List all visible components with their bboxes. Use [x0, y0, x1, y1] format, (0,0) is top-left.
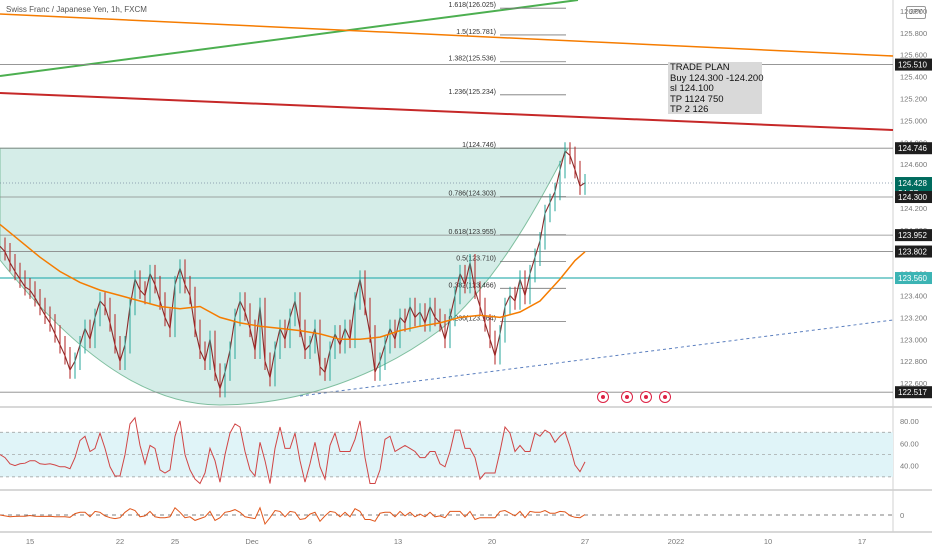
fib-level-label: 1(124.746) — [462, 142, 496, 149]
price-level-tag-label: 125.510 — [898, 61, 927, 70]
time-tick-label: 25 — [171, 537, 179, 546]
price-level-tag-label: 123.802 — [898, 248, 927, 257]
time-tick-label: 13 — [394, 537, 402, 546]
price-tick-label: 123.400 — [900, 292, 927, 301]
price-tick-label: 123.000 — [900, 335, 927, 344]
rsi-line — [0, 416, 586, 485]
time-tick-label: 15 — [26, 537, 34, 546]
trendline-orange — [0, 13, 894, 57]
event-marker-icon[interactable] — [621, 391, 633, 403]
price-level-tag-label: 124.428 — [898, 179, 927, 188]
rsi-tick-label: 80.00 — [900, 417, 919, 426]
moving-average-line — [0, 223, 586, 341]
trade-plan-line: TP 2 126 — [670, 104, 709, 115]
price-tick-label: 125.000 — [900, 116, 927, 125]
oscillator-line — [0, 506, 586, 526]
event-marker-icon[interactable] — [640, 391, 652, 403]
time-tick-label: 17 — [858, 537, 866, 546]
price-level-tag-label: 122.517 — [898, 388, 927, 397]
price-level-tag — [895, 142, 932, 155]
rsi-tick-label: 60.00 — [900, 439, 919, 448]
price-tick-label: 123.200 — [900, 313, 927, 322]
fib-level-label: 1.5(125.781) — [456, 29, 496, 36]
time-tick-label: Dec — [245, 537, 259, 546]
price-tick-label: 122.600 — [900, 379, 927, 388]
price-tick-label: 126.000 — [900, 7, 927, 16]
trendline-green — [0, 0, 579, 77]
trade-plan-line: sl 124.100 — [670, 83, 714, 94]
cup-pattern-fill — [0, 147, 569, 406]
fib-level-label: 0.5(123.710) — [456, 256, 496, 263]
price-level-tag — [895, 272, 932, 285]
fib-level-label: 0.236(123.164) — [449, 315, 496, 322]
price-level-tag-label: 124.300 — [898, 193, 927, 202]
price-line — [0, 150, 586, 391]
price-level-tag — [895, 58, 932, 71]
fib-level-label: 1.382(125.536) — [449, 56, 496, 63]
fib-level-label: 0.618(123.955) — [449, 229, 496, 236]
time-tick-label: 22 — [116, 537, 124, 546]
price-level-tag — [895, 245, 932, 258]
price-tick-label: 124.600 — [900, 160, 927, 169]
price-tick-label: 125.200 — [900, 95, 927, 104]
time-tick-label: 10 — [764, 537, 772, 546]
price-level-tag — [895, 386, 932, 399]
fib-level-label: 0.382(123.466) — [449, 282, 496, 289]
price-tick-label: 122.800 — [900, 357, 927, 366]
price-level-tag-label: 123.952 — [898, 231, 927, 240]
currency-badge[interactable]: JPY — [906, 6, 926, 19]
price-tick-label: 124.200 — [900, 204, 927, 213]
time-tick-label: 6 — [308, 537, 312, 546]
trade-plan-line: Buy 124.300 -124.200 — [670, 72, 764, 84]
time-tick-label: 2022 — [668, 537, 685, 546]
price-tick-label: 125.800 — [900, 29, 927, 38]
trade-plan-line: TP 1124 750 — [670, 93, 724, 105]
price-level-tag — [895, 191, 932, 204]
event-marker-icon[interactable] — [659, 391, 671, 403]
rsi-tick-label: 40.00 — [900, 462, 919, 471]
fib-level-label: 0.786(124.303) — [449, 191, 496, 198]
oscillator-zero-label: 0 — [900, 511, 904, 520]
trade-plan-note[interactable]: TRADE PLAN Buy 124.300 -124.200 sl 124.1… — [668, 62, 764, 115]
price-level-tag-label: 124.746 — [898, 144, 927, 153]
price-level-tag — [895, 229, 932, 242]
price-level-tag-label: 123.560 — [898, 274, 927, 283]
price-tick-label: 125.400 — [900, 73, 927, 82]
fib-level-label: 1.618(126.025) — [449, 2, 496, 9]
chart-title: Swiss Franc / Japanese Yen, 1h, FXCM — [6, 5, 147, 14]
trendline-dashed — [299, 319, 894, 397]
event-marker-icon[interactable] — [597, 391, 609, 403]
fib-level-label: 1.236(125.234) — [449, 89, 496, 96]
price-tick-label: 125.600 — [900, 51, 927, 60]
time-tick-label: 27 — [581, 537, 589, 546]
trendline-red — [0, 92, 894, 131]
time-tick-label: 20 — [488, 537, 496, 546]
trade-plan-line: TRADE PLAN — [670, 62, 730, 73]
